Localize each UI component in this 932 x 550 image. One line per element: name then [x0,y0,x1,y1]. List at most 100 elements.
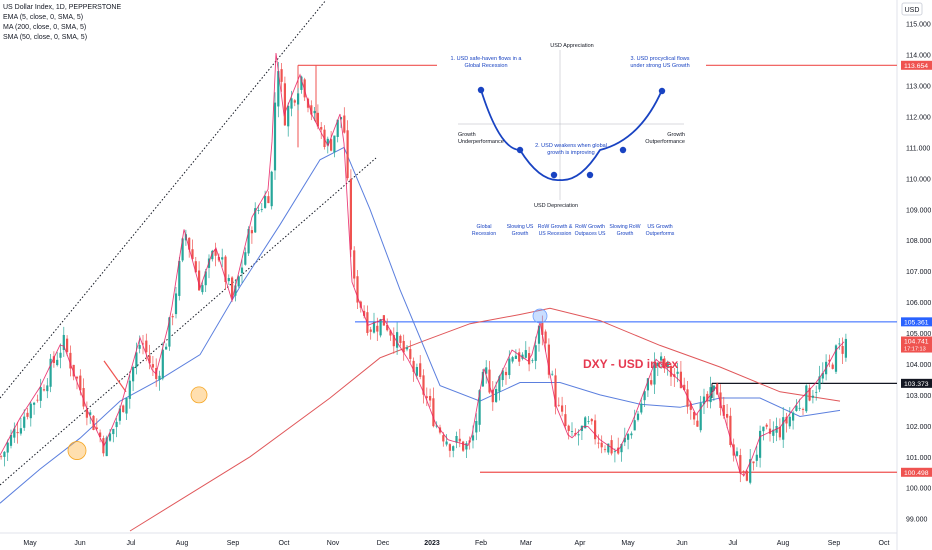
candle-body [293,100,296,103]
candle-body [785,416,788,424]
candle-body [729,415,732,446]
stage-label: US Growth Outperforms [646,224,675,237]
y-tick-label: 99.000 [906,517,928,524]
candle-body [478,390,481,425]
candle-body [227,277,230,282]
candle-body [343,115,346,133]
candle-body [831,364,834,369]
candle-body [792,412,795,421]
candle-body [300,76,303,90]
candle-body [679,371,682,389]
candle-body [415,367,418,376]
candle-body [511,357,514,362]
candle-body [778,426,781,438]
candle-body [795,405,798,411]
candle-body [0,456,3,458]
highlight-circle [190,386,208,404]
candle-body [412,360,415,372]
candle-body [435,425,438,427]
ma-indicator: MA (200, close, 0, SMA, 5) [3,24,87,31]
candle-body [696,420,699,427]
candle-body [221,257,224,260]
candle-body [567,425,570,432]
candle-body [85,409,88,418]
candle-body [722,405,725,416]
candle-body [211,250,214,260]
candle-body [264,196,267,208]
candle-body [838,343,841,345]
candle-body [782,417,785,440]
price-level-badge [901,317,932,327]
candle-body [9,434,13,446]
candle-body [445,441,448,445]
candle-body [755,454,758,461]
candle-body [834,345,838,372]
candle-body [396,332,399,348]
candle-body [656,363,659,367]
x-tick-label: Sep [828,540,841,547]
candle-body [409,349,412,359]
y-tick-label: 107.000 [906,269,931,276]
candle-body [204,271,207,286]
candle-body [231,277,234,298]
candle-body [66,338,69,353]
x-tick-label: Apr [575,540,587,547]
candle-body [267,196,270,204]
candle-body [702,396,706,405]
candle-body [3,451,6,457]
candle-body [42,389,46,391]
price-level-label: 105.361 [904,319,929,326]
candle-body [145,340,148,353]
candle-body [504,371,508,376]
sma50-line [0,146,841,504]
candle-body [181,238,184,261]
y-tick-label: 114.000 [906,53,931,60]
x-tick-label: Jun [676,540,687,547]
candle-body [356,276,359,303]
candle-body [805,385,808,412]
candle-body [712,385,715,391]
y-tick-label: 103.000 [906,393,931,400]
candle-body [574,433,577,435]
diagram-left-label: Growth Underperformance [458,132,504,145]
candle-body [389,330,392,336]
candle-body [646,378,649,391]
ma200-line [129,307,841,532]
candle-body [29,403,32,419]
candle-body [161,349,164,379]
candle-body [72,364,75,377]
candle-body [369,329,372,332]
candle-body [448,444,451,451]
candle-body [46,385,49,392]
candle-body [620,443,623,453]
candle-body [749,459,752,483]
candle-body [759,430,762,458]
stage-label: Slowing RoW Growth [609,224,640,237]
price-level-label: 100.498 [904,470,929,477]
candle-body [653,362,656,385]
currency-badge-label: USD [905,7,920,14]
y-tick-label: 100.000 [906,486,931,493]
candle-body [643,391,646,401]
candle-body [485,367,488,374]
candle-body [237,276,240,287]
candle-body [62,334,65,350]
candle-body [481,371,484,387]
candle-body [33,402,36,405]
candle-body [551,373,554,375]
candle-body [326,138,329,146]
candles-group [0,61,847,485]
candle-body [168,317,171,347]
candle-body [706,393,709,402]
candle-body [554,375,557,407]
candle-body [541,322,544,335]
candle-body [815,391,818,393]
candle-body [735,451,739,456]
candle-body [623,437,626,443]
candle-body [640,403,643,413]
candle-body [23,416,26,428]
candle-body [808,387,811,401]
x-tick-label: Aug [176,540,189,547]
x-tick-label: Jul [127,540,136,547]
